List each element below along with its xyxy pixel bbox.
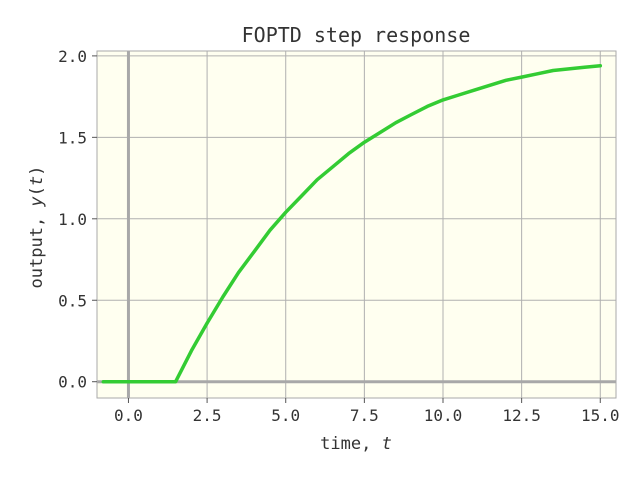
x-tick-label: 12.5 xyxy=(502,406,541,425)
y-axis-label-arg: t xyxy=(27,176,47,186)
y-axis-label-open: ( xyxy=(27,186,47,196)
x-axis-label-var: t xyxy=(382,434,392,454)
chart-title: FOPTD step response xyxy=(242,23,471,47)
x-tick-label: 0.0 xyxy=(114,406,143,425)
y-axis-ticks: 0.0 0.5 1.0 1.5 2.0 xyxy=(58,47,97,392)
series-line xyxy=(101,63,603,384)
y-tick-label: 2.0 xyxy=(58,47,87,66)
x-axis-ticks: 0.0 2.5 5.0 7.5 10.0 12.5 15.0 xyxy=(114,398,620,425)
x-tick-label: 7.5 xyxy=(350,406,379,425)
y-tick-label: 0.5 xyxy=(58,291,87,310)
x-axis-label-text: time, xyxy=(320,434,381,454)
plot-frame xyxy=(96,50,617,399)
y-tick-label: 0.0 xyxy=(58,373,87,392)
y-axis-label: output, y(t) xyxy=(27,166,47,289)
y-tick-label: 1.0 xyxy=(58,210,87,229)
y-axis-label-close: ) xyxy=(27,166,47,176)
x-tick-label: 10.0 xyxy=(424,406,463,425)
reference-lines xyxy=(97,51,616,398)
y-axis-label-var: y xyxy=(27,196,47,208)
y-axis-label-text: output, xyxy=(27,207,47,289)
x-tick-label: 15.0 xyxy=(581,406,620,425)
x-tick-label: 5.0 xyxy=(271,406,300,425)
plot-background xyxy=(97,51,616,398)
y-tick-label: 1.5 xyxy=(58,128,87,147)
grid xyxy=(97,51,616,398)
x-tick-label: 2.5 xyxy=(193,406,222,425)
x-axis-label: time, t xyxy=(320,434,392,454)
